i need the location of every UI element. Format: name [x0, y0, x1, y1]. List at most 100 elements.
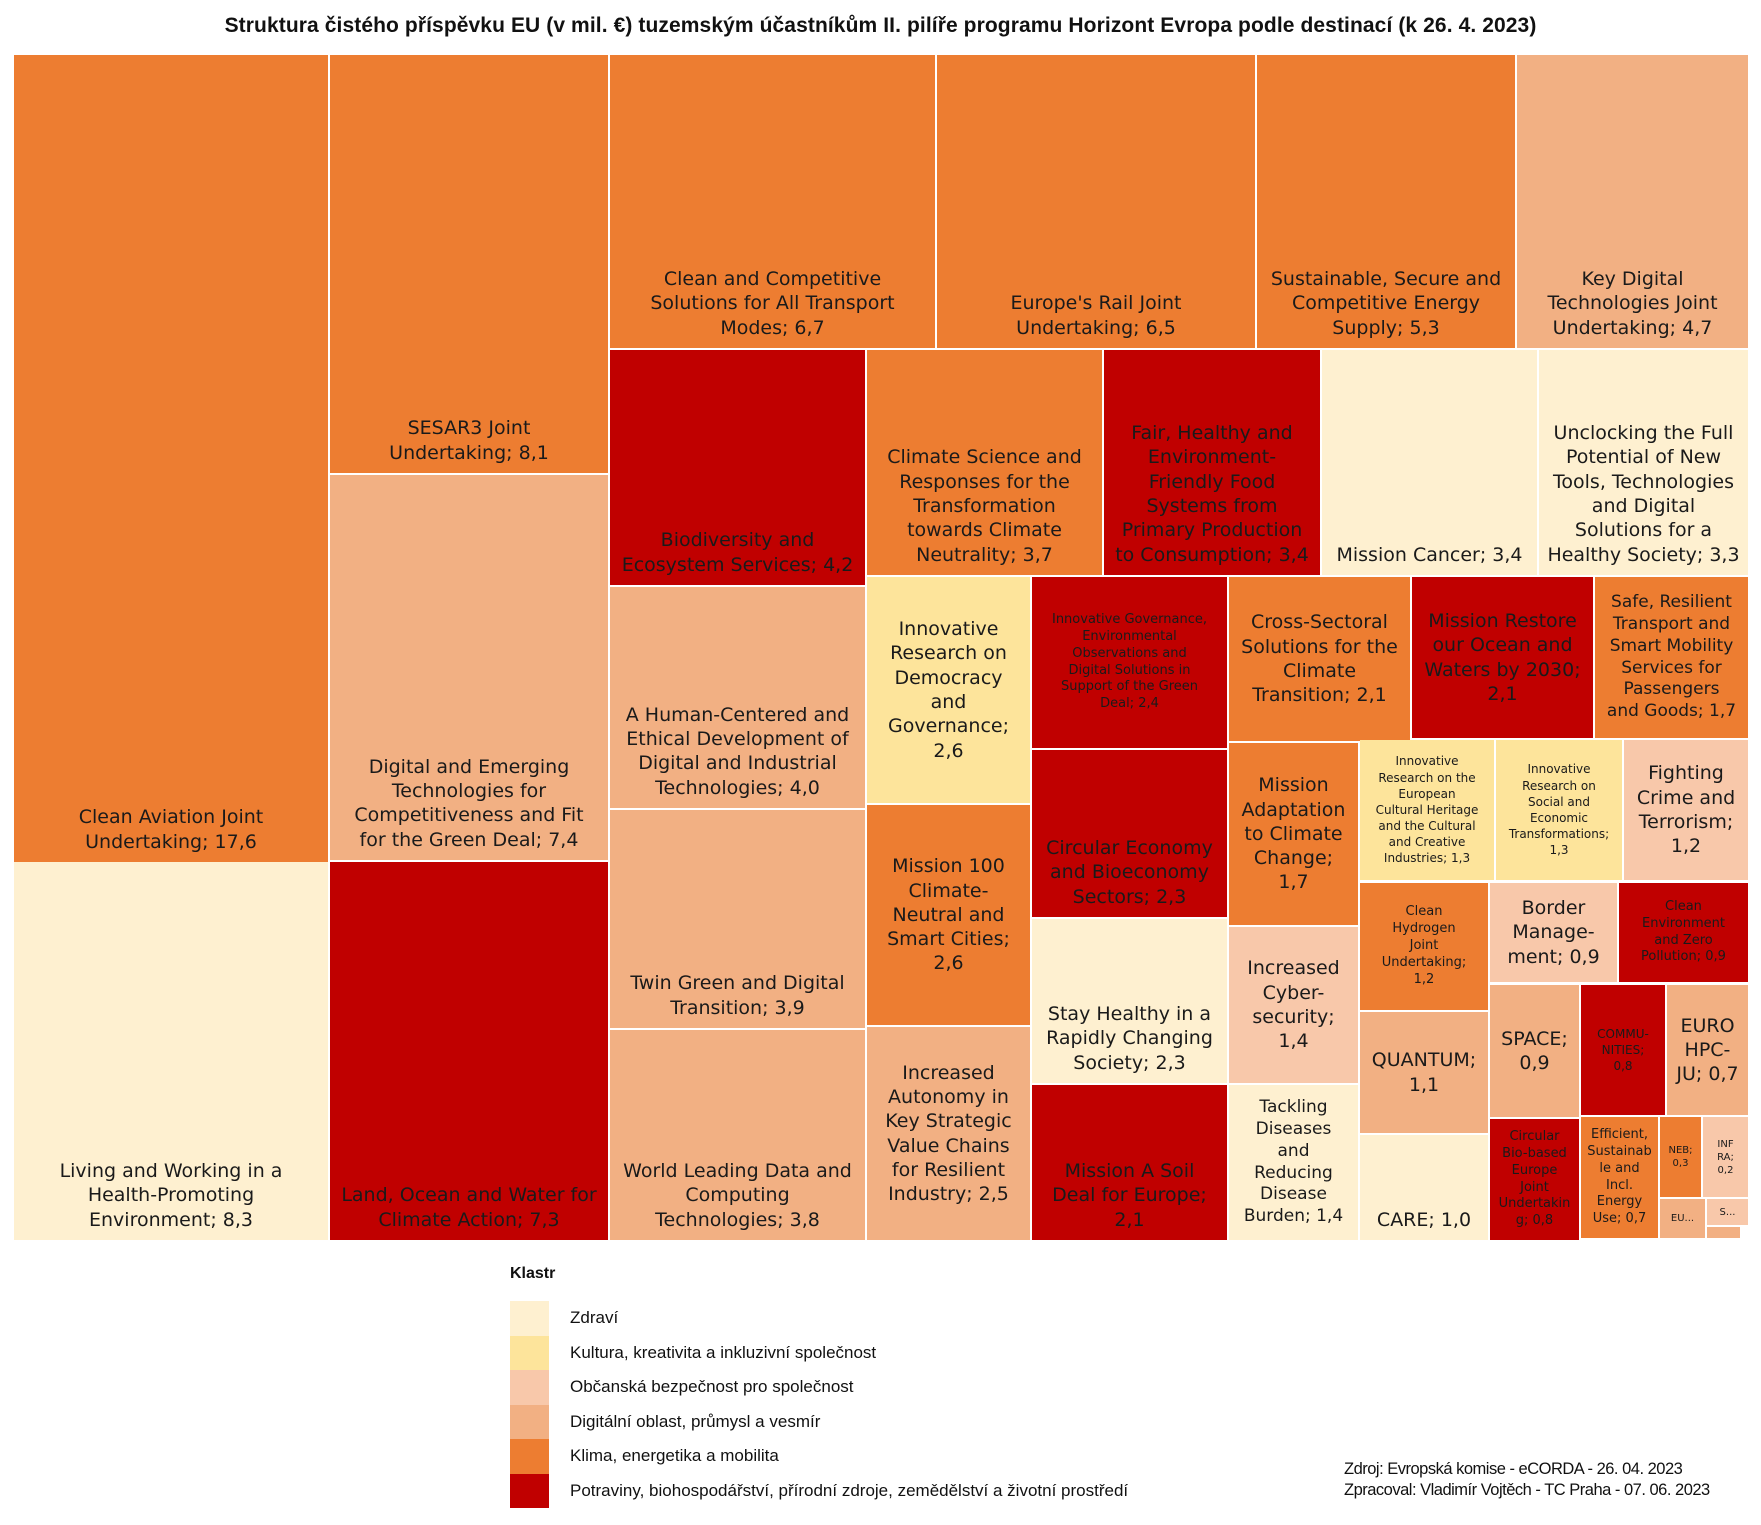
treemap-tile: Biodiversity and Ecosystem Services; 4,2: [610, 350, 865, 585]
treemap-tile: INF RA; 0,2: [1703, 1117, 1748, 1197]
tile-label: Fair, Healthy and Environment- Friendly …: [1115, 422, 1309, 566]
treemap-tile: [1707, 1227, 1740, 1238]
treemap-tile: EU...: [1660, 1199, 1705, 1238]
treemap-tile: Circular Bio-based Europe Joint Undertak…: [1490, 1119, 1579, 1240]
treemap-tile: Innovative Research on the European Cult…: [1360, 740, 1494, 880]
treemap-tile: Clean and Competitive Solutions for All …: [610, 55, 935, 348]
legend-item-digital: Digitální oblast, průmysl a vesmír: [510, 1404, 1128, 1439]
tile-label: Biodiversity and Ecosystem Services; 4,2: [621, 529, 854, 576]
treemap-tile: Digital and Emerging Technologies for Co…: [330, 475, 608, 860]
tile-label: Cross-Sectoral Solutions for the Climate…: [1241, 611, 1398, 707]
tile-label: Europe's Rail Joint Undertaking; 6,5: [1010, 292, 1182, 339]
tile-label: Climate Science and Responses for the Tr…: [887, 446, 1082, 566]
treemap-tile: Climate Science and Responses for the Tr…: [867, 350, 1102, 575]
treemap-tile: COMMU- NITIES; 0,8: [1581, 985, 1665, 1115]
legend-label: Potraviny, biohospodářství, přírodní zdr…: [570, 1480, 1129, 1500]
legend-item-zdravi: Zdraví: [510, 1301, 1128, 1336]
tile-label: Living and Working in a Health-Promoting…: [59, 1160, 283, 1231]
treemap-tile: Twin Green and Digital Transition; 3,9: [610, 810, 865, 1028]
tile-label: S...: [1719, 1206, 1736, 1218]
legend-swatch: [510, 1439, 549, 1474]
treemap-tile: Mission Adaptation to Climate Change; 1,…: [1229, 743, 1358, 925]
treemap-tile: Innovative Research on Social and Econom…: [1496, 740, 1622, 880]
treemap-tile: Innovative Governance, Environmental Obs…: [1032, 577, 1227, 748]
legend-label: Klima, energetika a mobilita: [570, 1446, 779, 1466]
treemap-tile: SESAR3 Joint Undertaking; 8,1: [330, 55, 608, 473]
tile-label: Clean Hydrogen Joint Undertaking; 1,2: [1381, 904, 1467, 987]
tile-label: NEB; 0,3: [1668, 1145, 1693, 1169]
legend-label: Kultura, kreativita a inkluzivní společn…: [570, 1342, 877, 1362]
tile-label: SESAR3 Joint Undertaking; 8,1: [389, 417, 549, 464]
tile-label: Clean Aviation Joint Undertaking; 17,6: [78, 806, 264, 853]
legend-item-kultura: Kultura, kreativita a inkluzivní společn…: [510, 1335, 1128, 1370]
treemap-tile: Unclocking the Full Potential of New Too…: [1539, 350, 1748, 575]
tile-label: Innovative Governance, Environmental Obs…: [1051, 611, 1208, 712]
chart-title: Struktura čistého příspěvku EU (v mil. €…: [224, 14, 1537, 37]
treemap-tile: Mission Restore our Ocean and Waters by …: [1412, 577, 1593, 738]
tile-label: Innovative Research on Democracy and Gov…: [887, 618, 1010, 762]
treemap-tile: Sustainable, Secure and Competitive Ener…: [1257, 55, 1515, 348]
treemap: Clean Aviation Joint Undertaking; 17,6 Li…: [14, 55, 1748, 1240]
treemap-tile: Innovative Research on Democracy and Gov…: [867, 577, 1030, 803]
treemap-tile: S...: [1707, 1199, 1748, 1225]
tile-label: Digital and Emerging Technologies for Co…: [354, 755, 584, 851]
legend-item-potraviny: Potraviny, biohospodářství, přírodní zdr…: [510, 1473, 1129, 1508]
tile-label: COMMU- NITIES; 0,8: [1597, 1026, 1649, 1074]
tile-label: Twin Green and Digital Transition; 3,9: [630, 972, 845, 1019]
tile-label: Safe, Resilient Transport and Smart Mobi…: [1606, 592, 1737, 721]
legend-label: Zdraví: [570, 1308, 619, 1328]
tile-label: Unclocking the Full Potential of New Too…: [1547, 422, 1740, 566]
tile-label: Circular Bio-based Europe Joint Undertak…: [1498, 1128, 1571, 1229]
treemap-tile: EURO HPC- JU; 0,7: [1667, 985, 1748, 1115]
tile-label: Clean Environment and Zero Pollution; 0,…: [1641, 898, 1726, 965]
treemap-tile: Circular Economy and Bioeconomy Sectors;…: [1032, 750, 1227, 917]
tile-label: Key Digital Technologies Joint Undertaki…: [1547, 268, 1718, 339]
treemap-tile: Cross-Sectoral Solutions for the Climate…: [1229, 577, 1410, 741]
tile-label: Efficient, Sustainab le and Incl. Energy…: [1587, 1126, 1652, 1227]
treemap-tile: Key Digital Technologies Joint Undertaki…: [1517, 55, 1748, 348]
legend-swatch: [510, 1301, 549, 1336]
tile-label: SPACE; 0,9: [1501, 1027, 1568, 1074]
treemap-tile: Fair, Healthy and Environment- Friendly …: [1104, 350, 1320, 575]
treemap-tile: Fighting Crime and Terrorism; 1,2: [1624, 740, 1748, 880]
treemap-tile: A Human-Centered and Ethical Development…: [610, 587, 865, 808]
source-line: Zdroj: Evropská komise - eCORDA - 26. 04…: [1344, 1460, 1683, 1478]
treemap-tile: Clean Hydrogen Joint Undertaking; 1,2: [1360, 883, 1488, 1010]
legend-item-bezpecnost: Občanská bezpečnost pro společnost: [510, 1370, 1128, 1405]
tile-label: Fighting Crime and Terrorism; 1,2: [1636, 762, 1736, 858]
tile-label: Mission Cancer; 3,4: [1336, 543, 1523, 566]
legend-swatch: [510, 1473, 549, 1508]
legend-label: Digitální oblast, průmysl a vesmír: [570, 1411, 821, 1431]
tile-label: Stay Healthy in a Rapidly Changing Socie…: [1046, 1003, 1213, 1074]
legend-swatch: [510, 1335, 549, 1370]
tile-label: QUANTUM; 1,1: [1371, 1049, 1477, 1096]
treemap-tile: Stay Healthy in a Rapidly Changing Socie…: [1032, 919, 1227, 1083]
tile-label: Tackling Diseases and Reducing Disease B…: [1243, 1097, 1344, 1226]
tile-label: Mission Adaptation to Climate Change; 1,…: [1241, 774, 1346, 894]
treemap-tile: World Leading Data and Computing Technol…: [610, 1030, 865, 1240]
treemap-tile: Increased Cyber- security; 1,4: [1229, 927, 1358, 1083]
tile-label: Increased Cyber- security; 1,4: [1247, 957, 1340, 1053]
author-line: Zpracoval: Vladimír Vojtěch - TC Praha -…: [1344, 1481, 1710, 1500]
tile-label: Sustainable, Secure and Competitive Ener…: [1270, 268, 1502, 339]
legend-item-klima: Klima, energetika a mobilita: [510, 1439, 1128, 1474]
treemap-tile: Mission Cancer; 3,4: [1322, 350, 1537, 575]
tile-label: EU...: [1670, 1213, 1695, 1224]
treemap-tile: Land, Ocean and Water for Climate Action…: [330, 862, 608, 1240]
legend-title: Klastr: [510, 1265, 556, 1282]
treemap-tile: Safe, Resilient Transport and Smart Mobi…: [1595, 577, 1748, 738]
treemap-tile: Border Manage- ment; 0,9: [1490, 883, 1617, 982]
tile-label: EURO HPC- JU; 0,7: [1676, 1014, 1739, 1086]
treemap-tile: Increased Autonomy in Key Strategic Valu…: [867, 1027, 1030, 1240]
tile-label: A Human-Centered and Ethical Development…: [625, 703, 850, 799]
treemap-tile: NEB; 0,3: [1660, 1117, 1701, 1197]
treemap-tile: Mission A Soil Deal for Europe; 2,1: [1032, 1085, 1227, 1240]
tile-label: CARE; 1,0: [1376, 1208, 1472, 1231]
tile-label: Mission 100 Climate- Neutral and Smart C…: [887, 855, 1010, 975]
treemap-tile: Europe's Rail Joint Undertaking; 6,5: [937, 55, 1255, 348]
legend-swatch: [510, 1370, 549, 1405]
tile-label: INF RA; 0,2: [1717, 1138, 1734, 1176]
tile-label: World Leading Data and Computing Technol…: [623, 1160, 852, 1231]
treemap-tile: Clean Aviation Joint Undertaking; 17,6: [14, 55, 328, 862]
tile-label: Innovative Research on Social and Econom…: [1508, 762, 1610, 858]
